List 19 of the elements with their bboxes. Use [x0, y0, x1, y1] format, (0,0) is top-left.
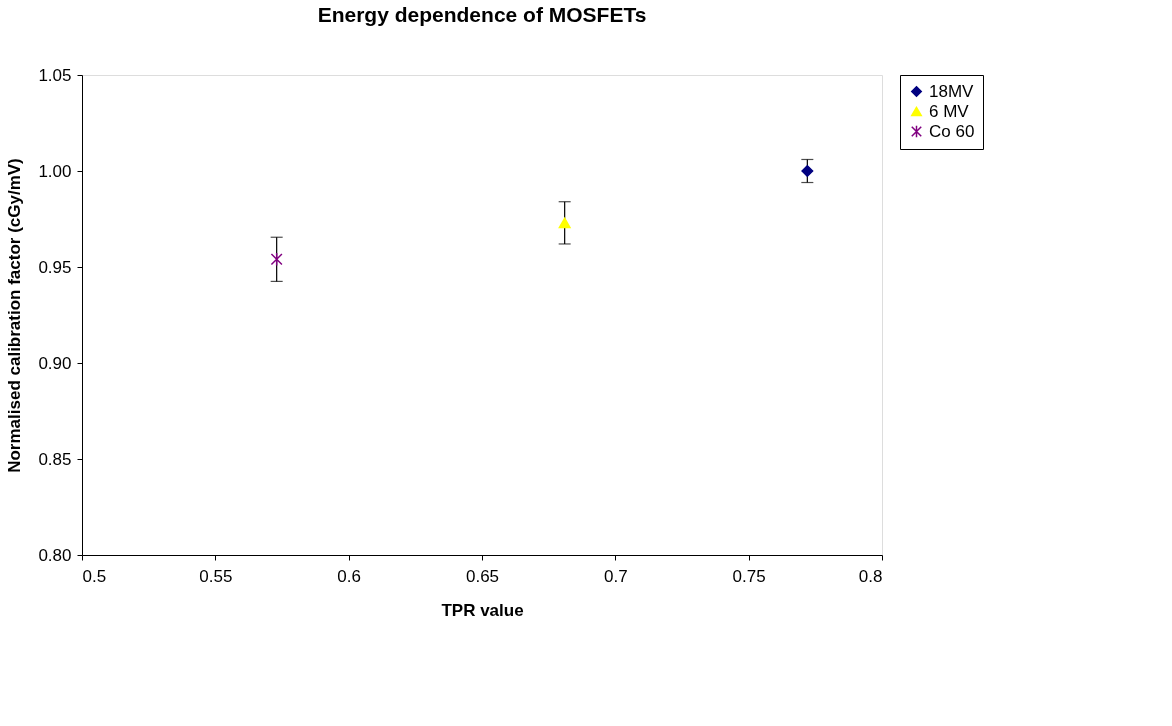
legend-label: Co 60: [929, 121, 975, 141]
x-tick-label: 0.75: [732, 566, 766, 586]
x-tick-label: 0.7: [604, 566, 628, 586]
y-tick-label: 0.95: [38, 257, 72, 277]
y-tick-label: 1.05: [38, 65, 72, 85]
x-axis-title: TPR value: [441, 600, 524, 620]
y-axis-title: Normalised calibration factor (cGy/mV): [5, 158, 25, 473]
y-tick-label: 0.80: [38, 545, 72, 565]
y-tick-label: 0.85: [38, 449, 72, 469]
x-tick-label: 0.55: [199, 566, 233, 586]
y-tick-label: 0.90: [38, 353, 72, 373]
chart-title: Energy dependence of MOSFETs: [317, 3, 647, 26]
y-tick-label: 1.00: [38, 161, 72, 181]
legend-label: 6 MV: [929, 101, 970, 121]
x-tick-label: 0.5: [82, 566, 107, 586]
x-tick-label: 0.65: [465, 566, 500, 586]
x-tick-label: 0.6: [337, 566, 361, 586]
legend-label: 18MV: [929, 81, 975, 101]
x-tick-label: 0.8: [858, 566, 883, 586]
